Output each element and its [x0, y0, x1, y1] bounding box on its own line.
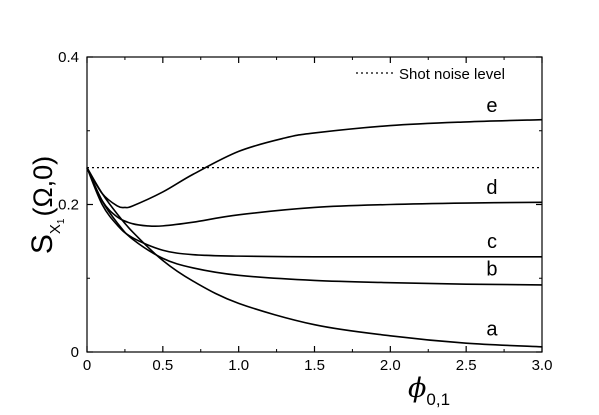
x-axis-ticks: 0 0.5 1.0 1.5 2.0 2.5 3.0 [83, 57, 553, 374]
series-label-d: d [486, 177, 497, 199]
y-axis-label-symbol: S [26, 234, 59, 254]
series-label-b: b [486, 258, 497, 280]
plot-frame [86, 56, 543, 353]
legend: Shot noise level [356, 66, 505, 83]
x-tick-label: 1.0 [228, 357, 249, 374]
x-tick-label: 1.5 [304, 357, 325, 374]
series-label-e: e [486, 95, 497, 117]
y-axis-label: SX1(Ω,0) [26, 156, 67, 254]
series-line-a [86, 167, 543, 348]
series-line-b [86, 167, 543, 286]
x-tick-label: 3.0 [532, 357, 553, 374]
x-tick-label: 0 [83, 357, 91, 374]
y-axis-ticks: 0 0.2 0.4 [58, 49, 542, 361]
svg-text:SX1(Ω,0): SX1(Ω,0) [26, 156, 67, 254]
y-axis-label-subscript: X [47, 224, 64, 234]
y-axis-label-sub-subscript: 1 [56, 218, 67, 224]
series-line-d [86, 167, 543, 228]
series-label-c: c [487, 231, 497, 253]
series-line-c [86, 167, 542, 258]
x-tick-label: 2.0 [380, 357, 401, 374]
series-line-e [86, 118, 543, 209]
y-tick-label: 0 [71, 344, 79, 361]
y-tick-label: 0.4 [58, 49, 79, 66]
x-tick-label: 2.5 [456, 357, 477, 374]
y-axis-label-argument: (Ω,0) [28, 156, 58, 217]
series-group: a bc d e [86, 95, 543, 348]
series-label-a: a [486, 318, 498, 340]
legend-label-shot-noise: Shot noise level [399, 66, 505, 83]
x-axis-label-subscript: 0,1 [426, 390, 450, 409]
x-tick-label: 0.5 [152, 357, 173, 374]
x-axis-label: ϕ0,1 [408, 373, 450, 409]
y-tick-label: 0.2 [58, 197, 79, 214]
x-axis-label-symbol: ϕ [408, 373, 426, 404]
